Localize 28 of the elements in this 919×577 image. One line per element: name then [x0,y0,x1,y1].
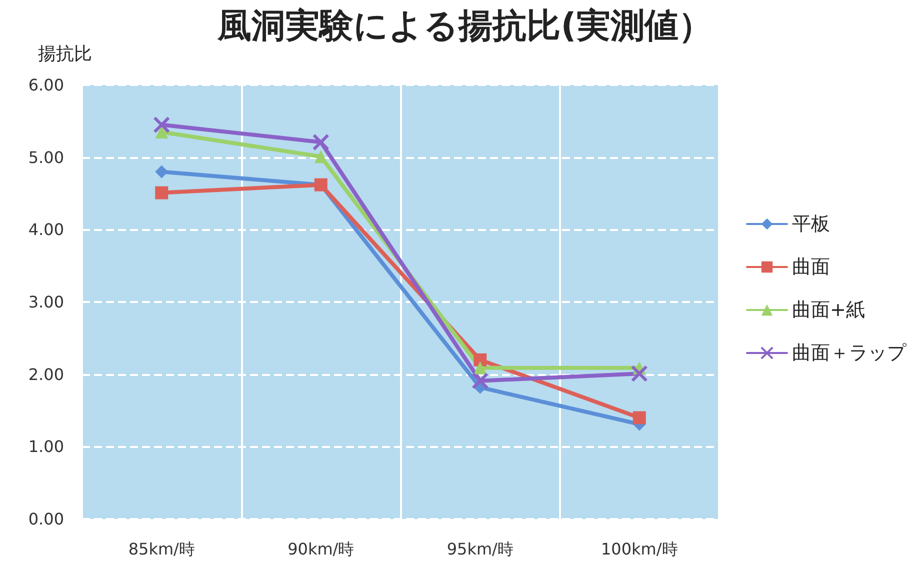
point [474,353,487,366]
point [632,411,646,424]
y-tick-label: 4.00 [28,220,64,240]
chart-title: 風洞実験による揚抗比(実測値） [216,6,712,46]
point [153,116,170,134]
y-tick-label: 2.00 [28,364,64,384]
x-tick-label: 100km/時 [600,540,678,558]
y-tick-label: 5.00 [28,148,64,167]
x-tick-label: 90km/時 [288,540,354,558]
point [472,372,489,390]
legend-label: 曲面+紙 [792,299,865,321]
point [155,126,168,139]
point [155,186,168,200]
y-axis-title: 揚抗比 [38,44,92,64]
point [312,134,330,151]
point [314,150,328,164]
legend-label: 曲面＋ラップ [792,342,907,364]
x-tick-label: 95km/時 [446,540,514,558]
y-tick-label: 0.00 [28,510,64,528]
x-tick-label: 85km/時 [128,540,195,558]
legend-label: 曲面 [792,256,830,278]
point [474,361,487,374]
y-tick-label: 3.00 [28,292,64,312]
point [630,365,648,382]
y-tick-label: 6.00 [28,76,64,94]
point [155,165,168,178]
legend-label: 平板 [792,213,830,235]
y-tick-label: 1.00 [28,437,64,456]
